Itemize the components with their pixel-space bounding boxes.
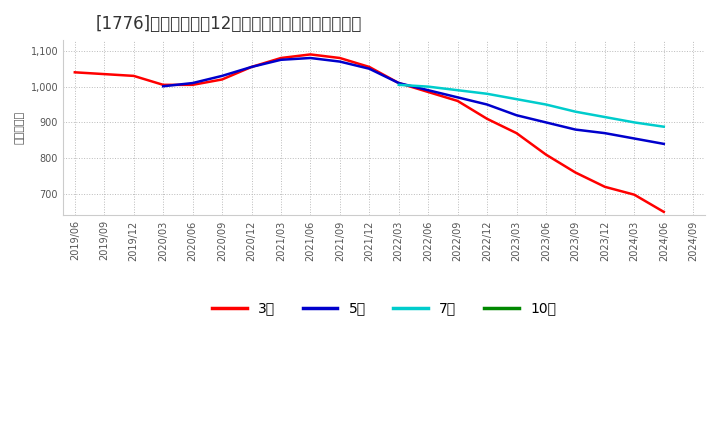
Text: [1776]　当期純利益12か月移動合計の平均値の推移: [1776] 当期純利益12か月移動合計の平均値の推移	[95, 15, 361, 33]
Legend: 3年, 5年, 7年, 10年: 3年, 5年, 7年, 10年	[207, 296, 562, 321]
Y-axis label: （百万円）: （百万円）	[15, 111, 25, 144]
